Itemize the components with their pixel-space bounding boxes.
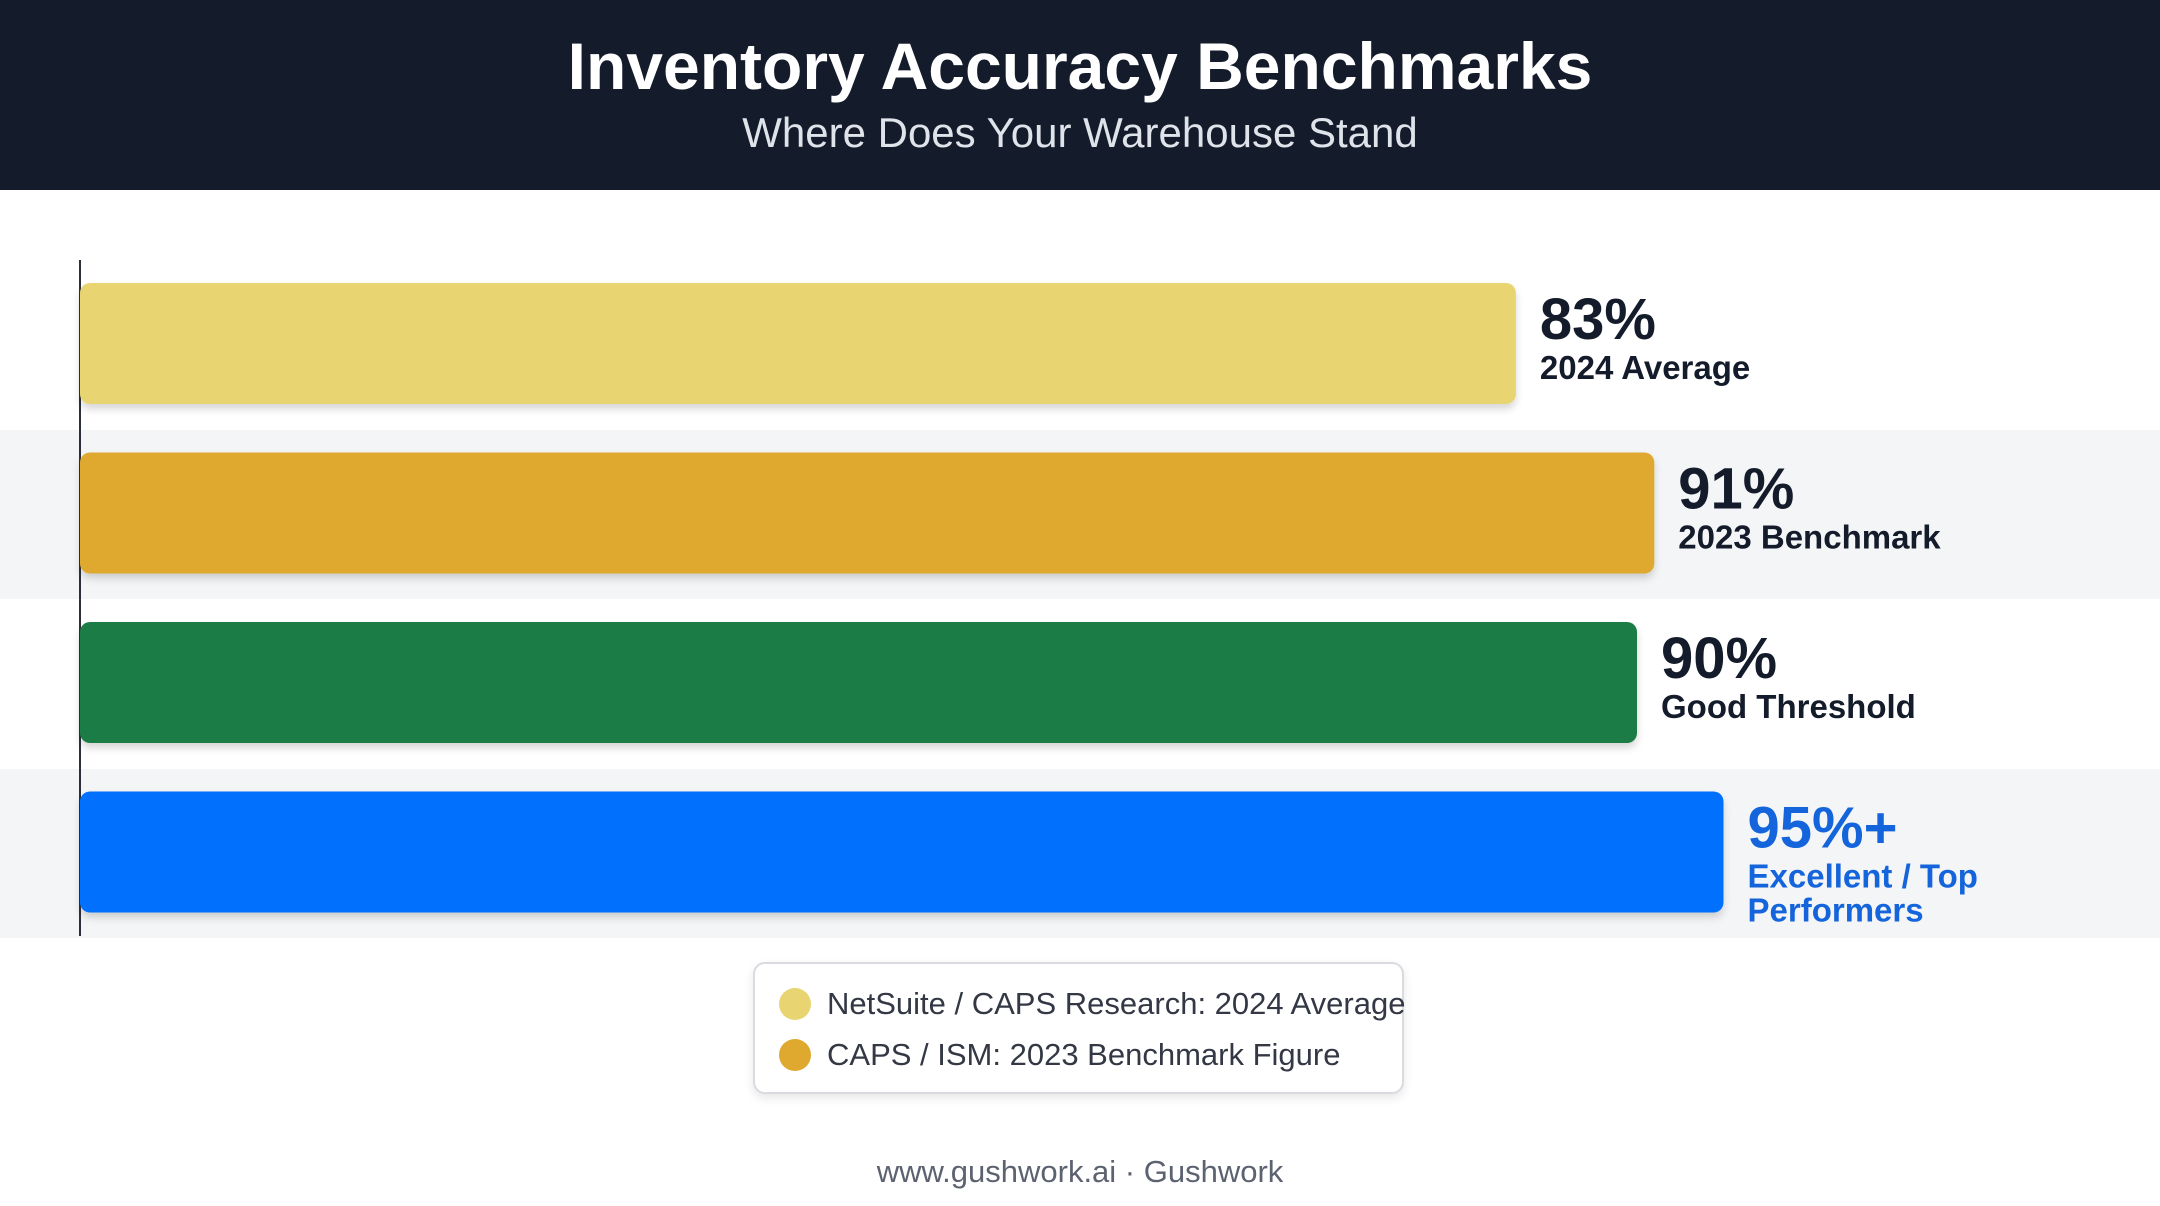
legend-item-2023-benchmark: CAPS / ISM: 2023 Benchmark Figure bbox=[779, 1035, 1340, 1075]
chart-title: Inventory Accuracy Benchmarks bbox=[567, 29, 1593, 103]
bar-2023-benchmark bbox=[80, 452, 1655, 574]
legend-swatch-2023-benchmark bbox=[779, 1039, 811, 1071]
value-label-good-threshold: 90% bbox=[1661, 626, 1777, 691]
chart-subtitle: Where Does Your Warehouse Stand bbox=[742, 109, 1418, 156]
value-label-excellent-top-performers: 95%+ bbox=[1748, 796, 1898, 861]
bar-excellent-top-performers bbox=[80, 791, 1724, 913]
legend-label-2023-benchmark: CAPS / ISM: 2023 Benchmark Figure bbox=[827, 1037, 1341, 1072]
legend-swatch-2024-average bbox=[779, 988, 811, 1020]
category-label-excellent-top-performers: Excellent / Top Performers bbox=[1748, 858, 1978, 929]
legend-item-2024-average: NetSuite / CAPS Research: 2024 Average bbox=[779, 984, 1405, 1024]
category-label-good-threshold: Good Threshold bbox=[1661, 688, 1916, 725]
value-label-2023-benchmark: 91% bbox=[1678, 457, 1794, 522]
legend-label-2024-average: NetSuite / CAPS Research: 2024 Average bbox=[827, 986, 1406, 1021]
category-label-2024-average: 2024 Average bbox=[1540, 349, 1750, 386]
footer-credit: www.gushwork.ai · Gushwork bbox=[876, 1154, 1284, 1189]
bar-2024-average bbox=[80, 283, 1516, 404]
bar-chart: 83%2024 Average 91%2023 Benchmark 90%Good … bbox=[0, 260, 2160, 938]
chart-legend: NetSuite / CAPS Research: 2024 Average C… bbox=[753, 962, 1405, 1094]
bar-good-threshold bbox=[80, 622, 1637, 743]
category-label-2023-benchmark: 2023 Benchmark bbox=[1678, 519, 1941, 556]
value-label-2024-average: 83% bbox=[1540, 287, 1656, 352]
chart-header: Inventory Accuracy Benchmarks Where Does… bbox=[0, 0, 2160, 190]
